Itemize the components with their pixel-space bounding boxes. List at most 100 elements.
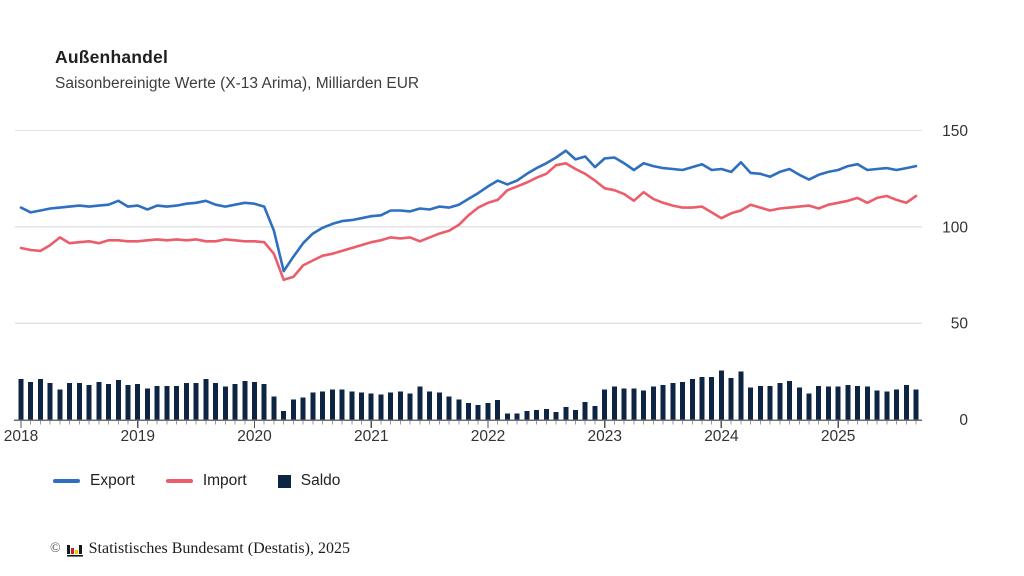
saldo-bar: [378, 394, 384, 420]
saldo-bar: [320, 391, 326, 420]
saldo-bar: [806, 393, 812, 420]
chart-title: Außenhandel: [55, 47, 169, 67]
saldo-bar: [534, 409, 540, 420]
saldo-bar: [310, 392, 316, 420]
saldo-bar: [718, 370, 724, 420]
saldo-bar: [86, 384, 92, 420]
saldo-bar: [164, 385, 170, 420]
saldo-bar: [193, 382, 199, 420]
chart-legend: Export Import Saldo: [53, 469, 340, 493]
saldo-bar: [329, 389, 335, 420]
saldo-bar: [621, 388, 627, 420]
saldo-bar: [796, 387, 802, 420]
saldo-bar: [456, 399, 462, 420]
saldo-bar: [748, 387, 754, 420]
saldo-bar: [57, 389, 63, 420]
saldo-bar: [767, 385, 773, 420]
saldo-bar: [757, 385, 763, 420]
saldo-bar: [514, 413, 520, 420]
saldo-bar: [18, 379, 24, 420]
legend-label-import: Import: [202, 472, 247, 489]
saldo-bar: [427, 391, 433, 420]
saldo-bar: [183, 382, 189, 420]
saldo-bar: [115, 380, 121, 420]
copyright-symbol: ©: [50, 541, 61, 556]
saldo-bar: [563, 406, 569, 420]
saldo-bars: [18, 370, 919, 420]
saldo-bar: [816, 385, 822, 420]
saldo-bar: [670, 382, 676, 420]
saldo-bar: [339, 389, 345, 420]
saldo-bar: [397, 391, 403, 420]
export-line: [19, 149, 918, 273]
saldo-bar: [894, 389, 900, 420]
saldo-bar: [242, 380, 248, 420]
saldo-bar: [290, 399, 296, 420]
saldo-bar: [466, 403, 471, 420]
saldo-bar: [446, 396, 452, 420]
legend-item-export: Export: [53, 469, 135, 493]
saldo-bar: [349, 391, 355, 420]
saldo-bar: [106, 383, 112, 420]
x-axis-label: 2018: [4, 428, 38, 445]
source-text: Statistisches Bundesamt (Destatis), 2025: [88, 540, 350, 557]
saldo-bar: [436, 392, 442, 420]
x-axis-label: 2019: [120, 428, 154, 445]
saldo-bar: [582, 402, 588, 420]
saldo-bar: [232, 383, 238, 420]
saldo-bar: [913, 389, 919, 420]
saldo-bar: [281, 410, 287, 420]
saldo-bar: [855, 385, 861, 420]
saldo-bar: [135, 383, 141, 420]
saldo-bar: [271, 396, 277, 420]
destatis-logo-icon: [66, 544, 83, 557]
legend-item-import: Import: [165, 469, 247, 493]
saldo-bar: [524, 410, 530, 420]
saldo-bar: [67, 382, 73, 420]
saldo-bar: [251, 381, 257, 420]
saldo-bar: [495, 400, 501, 420]
x-axis-label: 2022: [471, 428, 505, 445]
saldo-bar: [47, 382, 53, 420]
saldo-bar: [553, 411, 559, 420]
legend-label-saldo: Saldo: [300, 472, 341, 489]
saldo-bar: [709, 377, 715, 420]
saldo-bar: [485, 403, 491, 420]
import-line-marker-icon: [165, 479, 193, 483]
saldo-bar: [631, 388, 637, 420]
saldo-bar: [144, 388, 150, 420]
saldo-bar: [96, 381, 102, 420]
saldo-bar: [154, 385, 160, 420]
x-axis-label: 2025: [821, 428, 855, 445]
saldo-bar: [864, 386, 870, 420]
saldo-bar: [611, 386, 617, 420]
legend-item-saldo: Saldo: [277, 469, 341, 493]
saldo-bar: [475, 405, 481, 420]
saldo-bar: [417, 386, 423, 420]
source-line: © Statistisches Bundesamt (Destatis), 20…: [50, 540, 350, 558]
saldo-bar: [825, 386, 831, 420]
saldo-bar: [845, 384, 851, 420]
saldo-bar: [504, 413, 510, 420]
y-axis-label-100: 100: [942, 219, 968, 236]
saldo-bar: [37, 379, 43, 420]
saldo-bar: [699, 377, 705, 420]
saldo-bar: [650, 386, 656, 420]
x-axis-ticks: [20, 420, 917, 428]
x-axis-label: 2023: [587, 428, 621, 445]
saldo-bar: [222, 386, 228, 420]
saldo-bar: [903, 384, 909, 420]
saldo-bar: [738, 371, 744, 420]
saldo-bar: [874, 390, 880, 420]
saldo-bar: [884, 391, 890, 420]
saldo-square-marker-icon: [277, 474, 291, 488]
saldo-bar: [592, 406, 598, 420]
saldo-bar: [174, 385, 180, 420]
saldo-bar: [835, 386, 841, 420]
saldo-bar: [358, 392, 364, 420]
saldo-bar: [777, 382, 783, 420]
export-line-marker-icon: [53, 479, 80, 483]
saldo-bar: [368, 393, 374, 420]
